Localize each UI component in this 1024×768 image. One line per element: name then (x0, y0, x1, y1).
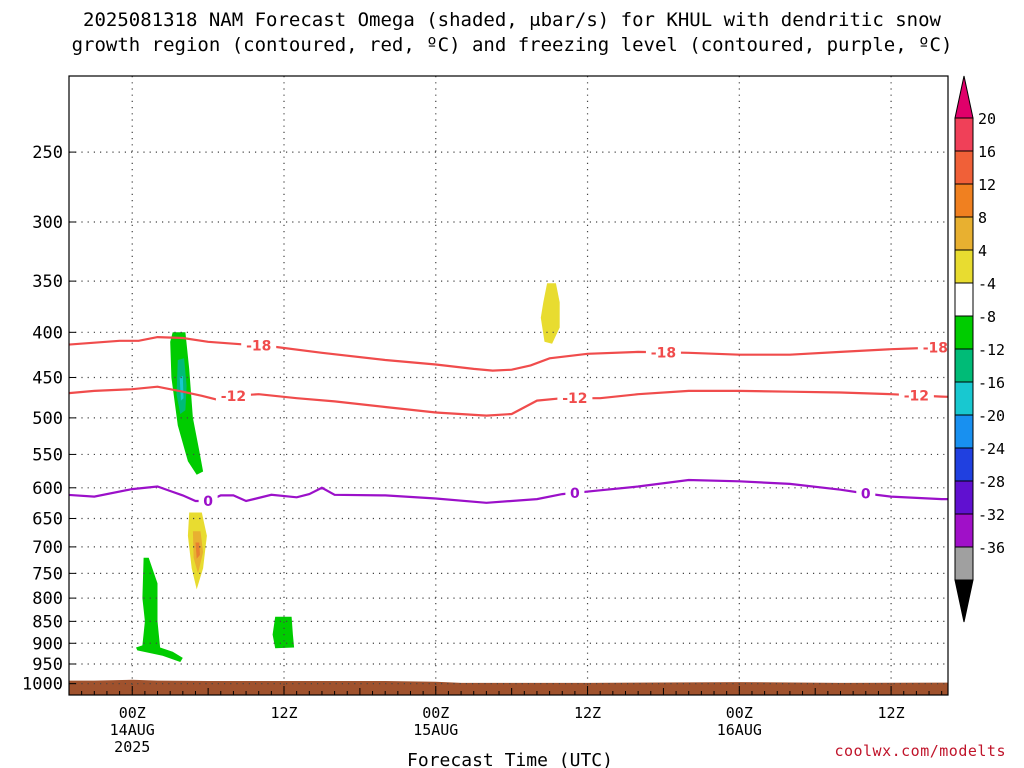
y-tick-label-800: 800 (32, 589, 63, 609)
chart-title: 2025081318 NAM Forecast Omega (shaded, μ… (71, 9, 953, 56)
contour-label--18: -18 (651, 345, 676, 361)
colorbar-label-10: -24 (978, 440, 1005, 458)
contour-line--18 (69, 335, 948, 372)
colorbar-over-triangle (954, 75, 974, 119)
contour-label-bg (557, 390, 593, 407)
x-tick-label-0-1: 14AUG (110, 721, 155, 739)
colorbar-segment-9 (954, 414, 974, 449)
y-tick-label-400: 400 (32, 323, 63, 343)
x-tick-label-24-0: 00Z (422, 704, 449, 722)
colorbar-segment-13 (954, 546, 974, 581)
contour-label--18: -18 (923, 341, 948, 357)
colorbar-segment-0 (954, 117, 974, 152)
contour-label-0: 0 (203, 494, 213, 510)
colorbar-label-7: -12 (978, 341, 1005, 359)
plot-frame (68, 75, 949, 696)
contour-label-0: 0 (861, 487, 871, 503)
colorbar-segment-8 (954, 381, 974, 416)
colorbar-label-11: -28 (978, 473, 1005, 491)
y-tick-label-750: 750 (32, 564, 63, 584)
omega-shaded-region-0 (170, 332, 204, 475)
colorbar-label-1: 16 (978, 143, 996, 161)
colorbar-segment-3 (954, 216, 974, 251)
x-tick-label-0-0: 00Z (119, 704, 146, 722)
colorbar-label-8: -16 (978, 374, 1005, 392)
contour-label--12: -12 (562, 391, 587, 407)
x-tick-label-36-0: 12Z (574, 704, 601, 722)
contour-label--18: -18 (246, 339, 271, 355)
colorbar-segment-1 (954, 150, 974, 185)
colorbar: 20 16 12 8 4 -4 -8 -12 -16 -20 -24 -28 -32 -36 (954, 75, 1005, 623)
colorbar-segment-5 (954, 282, 974, 317)
omega-shaded-region-7 (272, 616, 295, 649)
colorbar-segment-7 (954, 348, 974, 383)
colorbar-label-4: 4 (978, 242, 987, 260)
y-tick-label-650: 650 (32, 509, 63, 529)
omega-shaded-region-8 (540, 283, 560, 344)
colorbar-label-0: 20 (978, 110, 996, 128)
terrain-surface (69, 679, 948, 695)
x-axis-label: Forecast Time (UTC) (407, 750, 613, 768)
contour-label-bg (565, 484, 585, 501)
colorbar-segment-4 (954, 249, 974, 284)
y-tick-label-550: 550 (32, 445, 63, 465)
colorbar-label-6: -8 (978, 308, 996, 326)
y-tick-label-900: 900 (32, 634, 63, 654)
colorbar-segment-6 (954, 315, 974, 350)
x-tick-label-12-0: 12Z (270, 704, 297, 722)
source-credit: coolwx.com/modelts (834, 742, 1006, 760)
grid (69, 76, 948, 695)
y-tick-label-450: 450 (32, 368, 63, 388)
y-tick-label-950: 950 (32, 655, 63, 675)
colorbar-segment-2 (954, 183, 974, 218)
colorbar-label-9: -20 (978, 407, 1005, 425)
x-tick-label-0-2: 2025 (114, 738, 150, 756)
contour-label-bg (241, 337, 277, 354)
x-tick-label-48-1: 16AUG (717, 721, 762, 739)
colorbar-label-3: 8 (978, 209, 987, 227)
contour-label-bg (215, 387, 251, 404)
contour-label-0: 0 (570, 486, 580, 502)
y-tick-label-250: 250 (32, 143, 63, 163)
omega-shaded-region-5 (195, 542, 200, 559)
x-tick-label-60-0: 12Z (878, 704, 905, 722)
omega-shaded-region-6 (136, 557, 183, 662)
y-tick-label-300: 300 (32, 213, 63, 233)
contour-line--12 (69, 385, 948, 417)
colorbar-under-triangle (954, 579, 974, 623)
colorbar-segment-12 (954, 513, 974, 548)
colorbar-label-5: -4 (978, 275, 996, 293)
y-tick-label-850: 850 (32, 612, 63, 632)
y-tick-label-600: 600 (32, 479, 63, 499)
contour-line-0 (69, 478, 948, 504)
contour-label-bg (856, 485, 876, 502)
colorbar-label-12: -32 (978, 506, 1005, 524)
y-tick-label-350: 350 (32, 272, 63, 292)
contour-label-bg (898, 387, 934, 404)
colorbar-label-13: -36 (978, 539, 1005, 557)
contour-label-bg (917, 339, 948, 356)
x-tick-label-24-1: 15AUG (413, 721, 458, 739)
y-tick-label-500: 500 (32, 409, 63, 429)
y-tick-label-700: 700 (32, 538, 63, 558)
contour-label--12: -12 (221, 389, 246, 405)
colorbar-segment-10 (954, 447, 974, 482)
contour-label-bg (198, 492, 218, 509)
colorbar-label-2: 12 (978, 176, 996, 194)
y-tick-label-1000: 1000 (22, 675, 63, 695)
contour-label--12: -12 (904, 388, 929, 404)
x-tick-label-48-0: 00Z (726, 704, 753, 722)
colorbar-segment-11 (954, 480, 974, 515)
omega-shaded-region-2 (179, 375, 184, 401)
contour-label-bg (645, 344, 681, 361)
